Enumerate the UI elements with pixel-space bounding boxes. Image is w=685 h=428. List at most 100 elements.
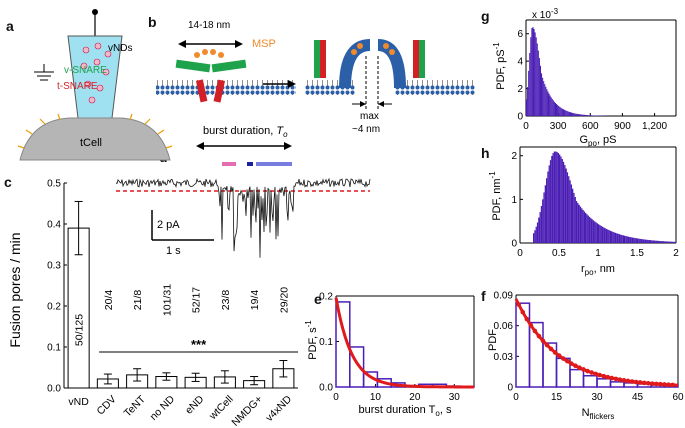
hist-bar [574, 197, 576, 243]
hist-bar [547, 91, 549, 116]
fit-point [573, 363, 578, 369]
x-tick-label: 0 [517, 248, 523, 259]
exp-fit-curve [334, 297, 474, 389]
panel-label-g: g [481, 8, 490, 24]
hist-bar [580, 114, 582, 116]
hist-bar [539, 212, 541, 243]
category-label: vND [68, 396, 89, 408]
hist-bar [664, 241, 666, 243]
hist-bar [531, 28, 533, 117]
hist-bar [565, 110, 567, 116]
y-axis-label: PDF [487, 329, 499, 351]
scale-label-pa: 2 pA [157, 219, 180, 231]
label-v-snare: v-SNARE [64, 65, 107, 76]
y-tick-label: 0 [517, 112, 523, 123]
y-tick-label: 6 [517, 29, 523, 40]
fit-point [613, 376, 619, 382]
hist-bar [647, 239, 649, 243]
y-tick-label: 2 [517, 84, 523, 95]
hist-bar [581, 208, 583, 243]
hist-bar [515, 302, 531, 388]
fit-point [585, 368, 590, 374]
hist-bar [605, 228, 608, 243]
label-max: max [360, 111, 379, 122]
hist-bar [608, 230, 610, 243]
hist-bar [543, 81, 545, 116]
hist-bar [575, 113, 577, 116]
hist-bar [634, 238, 636, 243]
fit-point [581, 367, 586, 372]
hist-bar [544, 84, 546, 116]
hist-bar [673, 241, 675, 243]
fit-point [532, 328, 538, 334]
hist-bar [639, 238, 641, 243]
x-tick-label: 1,200 [642, 121, 667, 132]
y-tick-label: 0.1 [319, 337, 333, 348]
hist-bar [592, 115, 594, 116]
hist-bar [562, 109, 564, 116]
hist-bar [630, 237, 632, 243]
membrane-b-left [156, 80, 296, 95]
fit-point [621, 378, 627, 383]
x-axis-label: Gpo, pS [579, 134, 616, 148]
hist-bar [565, 168, 567, 243]
fit-point [548, 346, 554, 352]
fit-point [654, 381, 659, 387]
x-tick-label: 0 [513, 392, 519, 403]
hist-bar [666, 241, 669, 243]
panel-label-h: h [481, 145, 490, 161]
hist-bar [542, 199, 544, 243]
x-tick-label: 1 [595, 248, 601, 259]
hist-bar [538, 217, 540, 243]
msp-beads [194, 49, 224, 58]
hist-bar [668, 241, 670, 243]
hist-bar [574, 113, 576, 116]
hist-bar [539, 65, 541, 116]
y-tick-label: 0 [507, 383, 513, 394]
hist-bar [625, 236, 627, 243]
hist-bar [622, 235, 624, 243]
hist-bar [600, 225, 602, 243]
hist-bar [579, 206, 582, 243]
panel-label-f: f [481, 288, 486, 304]
fit-point [593, 371, 598, 377]
hist-bar [549, 95, 551, 116]
hist-bar [569, 368, 585, 388]
hist-bar [596, 378, 612, 388]
hist-bar [582, 375, 598, 388]
hist-bar [556, 104, 558, 116]
fit-point [601, 373, 607, 379]
hist-bar [555, 151, 557, 243]
count-label: 50/125 [74, 314, 86, 346]
hist-bar [530, 37, 532, 116]
fit-point [617, 377, 623, 382]
hist-bar [665, 241, 667, 243]
hist-bar [559, 154, 561, 243]
panel-label-a: a [6, 18, 14, 34]
hist-bar [561, 158, 563, 243]
hist-bar [538, 58, 540, 116]
hist-bar [557, 105, 559, 116]
x-tick-label: 900 [614, 121, 631, 132]
hist-bar [528, 70, 530, 116]
x-tick-label: 300 [550, 121, 567, 132]
fit-point [569, 361, 574, 366]
hist-bar [618, 234, 621, 243]
hist-bar [533, 28, 535, 116]
hist-bar [552, 153, 554, 243]
hist-bar [550, 97, 552, 116]
hist-bar [553, 151, 556, 243]
category-label: v4xND [263, 393, 294, 424]
scale-label-s: 1 s [166, 245, 181, 257]
hist-bar [540, 205, 543, 243]
x-axis-label: burst duration To, s [359, 404, 452, 418]
hist-bar [534, 230, 536, 243]
hist-bar [614, 232, 617, 243]
hist-bar [653, 240, 656, 243]
fit-point [629, 379, 635, 384]
hist-bar [564, 165, 566, 243]
hist-bar [595, 222, 597, 243]
fit-point [605, 374, 611, 380]
hist-bar [650, 240, 652, 243]
